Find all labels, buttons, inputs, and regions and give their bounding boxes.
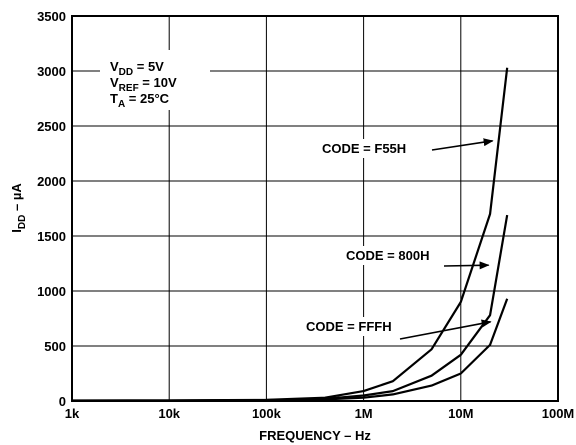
y-tick-label-2: 1000 bbox=[37, 284, 66, 299]
callout-arrow-code-f55h bbox=[431, 138, 494, 151]
y-tick-label-6: 3000 bbox=[37, 64, 66, 79]
series-label-code-f55h: CODE = F55H bbox=[322, 141, 406, 156]
x-tick-labels: 1k 10k 100k 1M 10M 100M bbox=[65, 406, 575, 421]
callout-arrow-code-800h bbox=[443, 261, 490, 270]
y-tick-label-7: 3500 bbox=[37, 9, 66, 24]
callout-backdrop-code-800h bbox=[343, 246, 455, 265]
series-label-code-800h: CODE = 800H bbox=[346, 248, 429, 263]
y-tick-label-5: 2500 bbox=[37, 119, 66, 134]
y-tick-label-0: 0 bbox=[59, 394, 66, 409]
y-tick-label-3: 1500 bbox=[37, 229, 66, 244]
condition-2: TA = 25°C bbox=[110, 91, 170, 110]
callout-backdrop-code-f55h bbox=[319, 139, 452, 158]
x-tick-label-1: 10k bbox=[158, 406, 180, 421]
x-axis-label: FREQUENCY – Hz bbox=[259, 428, 371, 443]
y-tick-label-4: 2000 bbox=[37, 174, 66, 189]
series-callouts: CODE = F55H CODE = 800H CODE = FFFH bbox=[303, 138, 494, 340]
x-tick-label-4: 10M bbox=[448, 406, 473, 421]
callout-backdrop-code-fffh bbox=[303, 317, 415, 336]
y-tick-labels: 0 500 1000 1500 2000 2500 3000 3500 bbox=[37, 9, 66, 409]
x-tick-label-5: 100M bbox=[542, 406, 575, 421]
x-tick-label-3: 1M bbox=[355, 406, 373, 421]
x-tick-label-0: 1k bbox=[65, 406, 80, 421]
condition-1: VREF = 10V bbox=[110, 75, 177, 94]
plot-frame bbox=[71, 15, 559, 402]
y-axis-label: IDD – µA bbox=[9, 183, 28, 233]
conditions-backdrop bbox=[100, 50, 210, 110]
series-label-code-fffh: CODE = FFFH bbox=[306, 319, 392, 334]
y-tick-label-1: 500 bbox=[44, 339, 66, 354]
condition-0: VDD = 5V bbox=[110, 59, 164, 78]
callout-arrow-code-fffh bbox=[399, 319, 492, 340]
x-tick-label-2: 100k bbox=[252, 406, 282, 421]
